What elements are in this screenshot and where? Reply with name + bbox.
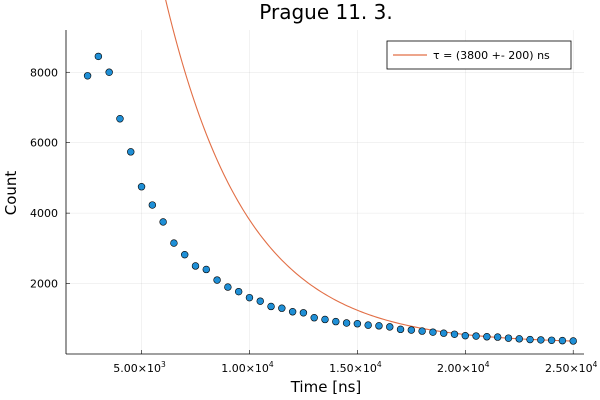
data-point	[234, 287, 243, 296]
data-point	[127, 148, 135, 156]
chart-title: Prague 11. 3.	[259, 0, 392, 24]
tick-labels: 5.00×103 1.00×104 1.50×104 2.00×104 2.50×104…	[30, 66, 598, 375]
x-tick-label: 1.50×104	[329, 360, 382, 375]
data-point	[472, 332, 480, 340]
data-point	[321, 315, 329, 324]
x-axis-label: Time [ns]	[290, 378, 362, 396]
data-point	[440, 329, 448, 337]
y-axis-label: Count	[2, 171, 20, 216]
legend: τ = (3800 +- 200) ns	[386, 40, 572, 70]
fit-curve	[165, 0, 574, 342]
data-point	[526, 335, 534, 344]
legend-label: τ = (3800 +- 200) ns	[433, 49, 550, 62]
data-point	[105, 68, 113, 76]
data-point	[569, 337, 577, 345]
data-point	[353, 320, 362, 328]
y-tick-label: 4000	[30, 207, 58, 220]
data-point	[429, 328, 437, 336]
x-tick-label: 5.00×103	[113, 360, 166, 375]
data-point	[558, 336, 567, 345]
data-point	[267, 302, 275, 311]
data-point	[310, 314, 318, 322]
x-tick-label: 2.00×104	[437, 360, 490, 375]
data-point	[515, 335, 523, 343]
data-point	[407, 326, 416, 334]
data-point	[170, 239, 178, 247]
data-point	[332, 317, 340, 326]
data-point	[116, 115, 124, 123]
fit-curve-group	[165, 0, 574, 342]
data-point	[191, 262, 200, 270]
data-point	[493, 333, 502, 341]
y-tick-label: 2000	[30, 278, 58, 291]
y-tick-label: 8000	[30, 66, 58, 79]
data-points	[83, 52, 577, 345]
data-point	[148, 201, 157, 209]
gridlines	[66, 30, 584, 354]
data-point	[278, 304, 286, 312]
data-point	[386, 323, 394, 331]
data-point	[245, 293, 254, 302]
data-point	[83, 72, 92, 80]
data-point	[483, 333, 491, 341]
data-point	[396, 325, 405, 334]
data-point	[202, 265, 210, 274]
data-point	[256, 297, 264, 305]
data-point	[159, 218, 167, 226]
data-point	[418, 327, 426, 335]
data-point	[537, 336, 545, 344]
data-point	[137, 183, 146, 191]
data-point	[375, 322, 383, 330]
x-tick-label: 2.50×104	[545, 360, 598, 375]
data-point	[213, 276, 221, 284]
data-point	[461, 331, 469, 340]
data-point	[94, 52, 103, 61]
x-tick-label: 1.00×104	[221, 360, 274, 375]
data-point	[288, 308, 297, 316]
data-point	[342, 319, 351, 327]
data-point	[450, 330, 459, 338]
y-tick-label: 6000	[30, 137, 58, 150]
data-point	[547, 336, 556, 344]
data-point	[504, 334, 513, 342]
data-point	[299, 309, 308, 317]
data-point	[364, 321, 372, 329]
data-point	[224, 283, 232, 291]
data-point	[181, 250, 189, 259]
axes	[65, 30, 584, 355]
